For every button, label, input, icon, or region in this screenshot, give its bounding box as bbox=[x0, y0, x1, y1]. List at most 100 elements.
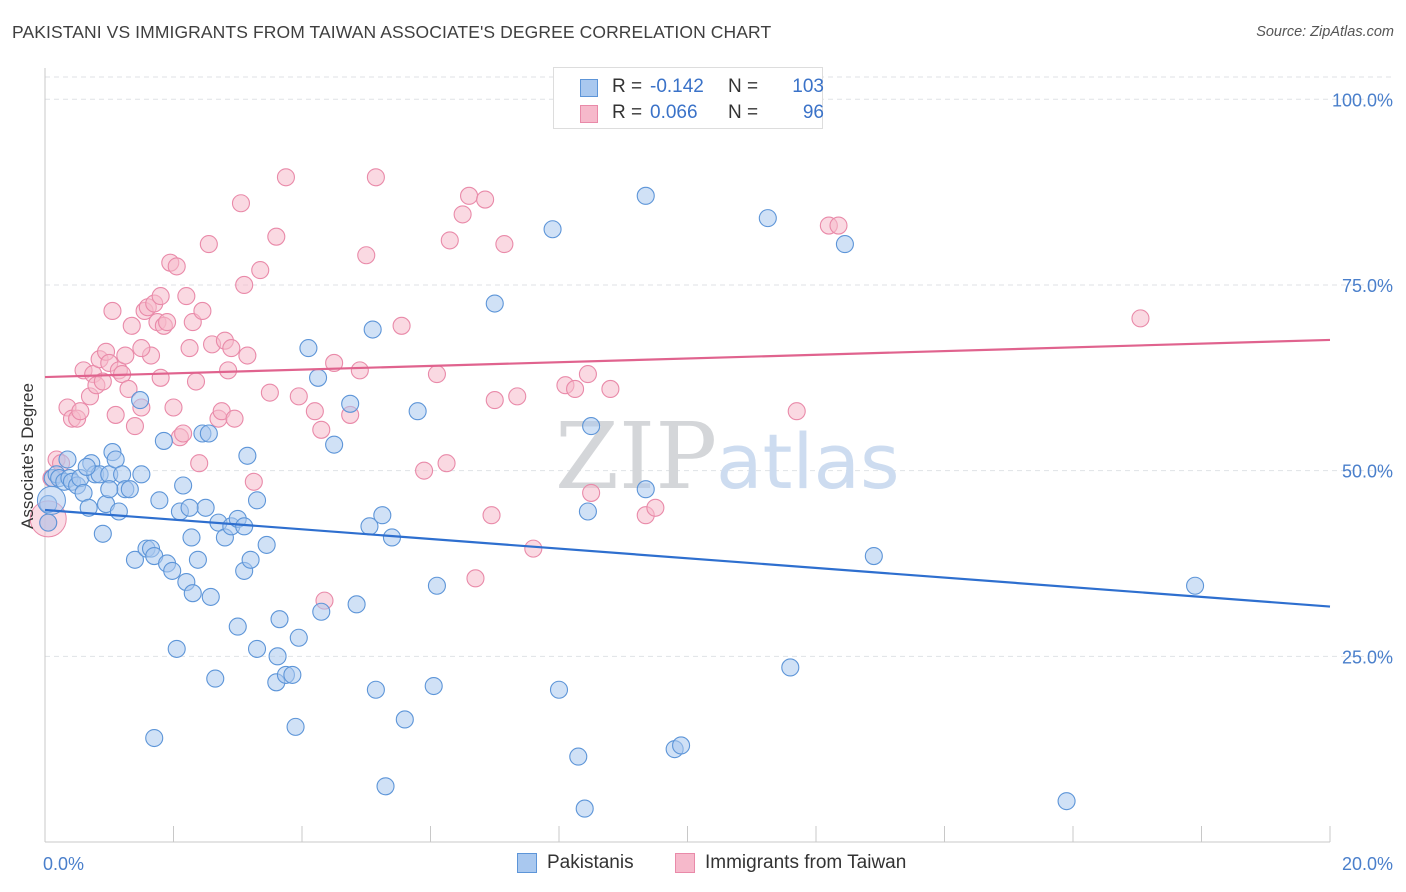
pink-swatch bbox=[580, 105, 598, 123]
stats-legend: R = -0.142 N = 103 R = 0.066 N = 96 bbox=[553, 67, 824, 129]
point-pakistanis bbox=[325, 435, 344, 454]
trend-line-pakistanis bbox=[44, 508, 1331, 608]
point-taiwan bbox=[482, 506, 501, 525]
point-pakistanis bbox=[93, 524, 112, 543]
y-tick-label: 100.0% bbox=[1332, 90, 1393, 110]
point-pakistanis bbox=[781, 658, 800, 677]
point-taiwan bbox=[357, 246, 376, 265]
y-axis-label: Associate's Degree bbox=[18, 383, 37, 529]
point-pakistanis bbox=[758, 209, 777, 228]
cluster-pakistanis bbox=[36, 485, 66, 515]
point-taiwan bbox=[231, 194, 251, 213]
x-tick-label-left: 0.0% bbox=[43, 854, 84, 874]
point-pakistanis bbox=[268, 647, 287, 666]
series-immigrants-from-taiwan bbox=[29, 168, 1150, 610]
point-taiwan bbox=[219, 361, 238, 380]
point-pakistanis bbox=[241, 550, 260, 569]
point-taiwan bbox=[829, 216, 848, 235]
point-pakistanis bbox=[636, 480, 655, 499]
point-taiwan bbox=[119, 379, 138, 398]
n-label: N = bbox=[728, 76, 759, 97]
point-pakistanis bbox=[154, 431, 173, 450]
point-pakistanis bbox=[109, 502, 128, 521]
point-pakistanis bbox=[309, 368, 328, 387]
point-pakistanis bbox=[182, 528, 201, 547]
point-pakistanis bbox=[299, 339, 318, 358]
trend-line-taiwan bbox=[44, 338, 1331, 379]
point-taiwan bbox=[174, 424, 193, 443]
point-taiwan bbox=[437, 454, 456, 473]
pink-swatch bbox=[675, 853, 695, 873]
point-pakistanis bbox=[167, 639, 186, 658]
watermark: ZIP atlas bbox=[555, 403, 900, 510]
point-taiwan bbox=[71, 402, 90, 421]
point-taiwan bbox=[466, 569, 485, 588]
point-pakistanis bbox=[283, 665, 302, 684]
point-pakistanis bbox=[1186, 576, 1205, 595]
point-taiwan bbox=[151, 368, 170, 387]
point-pakistanis bbox=[366, 680, 385, 699]
point-pakistanis bbox=[270, 610, 289, 629]
point-pakistanis bbox=[120, 480, 139, 499]
point-pakistanis bbox=[257, 535, 276, 554]
point-pakistanis bbox=[578, 502, 597, 521]
r-value: -0.142 bbox=[650, 76, 704, 97]
point-taiwan bbox=[453, 205, 472, 224]
point-taiwan bbox=[151, 287, 170, 306]
point-taiwan bbox=[199, 235, 218, 254]
point-taiwan bbox=[787, 402, 806, 421]
point-pakistanis bbox=[58, 450, 77, 469]
point-pakistanis bbox=[549, 680, 569, 699]
point-pakistanis bbox=[228, 617, 247, 636]
blue-swatch bbox=[580, 79, 598, 97]
r-label: R = bbox=[612, 76, 643, 97]
watermark-atlas: atlas bbox=[716, 417, 900, 506]
point-pakistanis bbox=[672, 736, 691, 755]
point-pakistanis bbox=[132, 465, 151, 484]
point-pakistanis bbox=[77, 457, 96, 476]
x-tick-label-right: 20.0% bbox=[1342, 854, 1393, 874]
point-pakistanis bbox=[289, 628, 308, 647]
point-pakistanis bbox=[188, 550, 207, 569]
point-taiwan bbox=[312, 420, 331, 439]
point-taiwan bbox=[325, 353, 344, 372]
point-pakistanis bbox=[575, 799, 594, 818]
point-taiwan bbox=[244, 472, 263, 491]
point-taiwan bbox=[164, 398, 183, 417]
point-taiwan bbox=[392, 316, 411, 335]
tick-labels: 25.0% 50.0% 75.0% 100.0% 0.0% 20.0% bbox=[43, 90, 1393, 874]
point-taiwan bbox=[366, 168, 385, 187]
point-pakistanis bbox=[363, 320, 382, 339]
point-taiwan bbox=[578, 365, 597, 384]
point-pakistanis bbox=[247, 639, 267, 658]
point-taiwan bbox=[508, 387, 527, 406]
point-taiwan bbox=[276, 168, 295, 187]
point-pakistanis bbox=[247, 491, 267, 510]
chart-title: PAKISTANI VS IMMIGRANTS FROM TAIWAN ASSO… bbox=[12, 22, 772, 42]
point-pakistanis bbox=[347, 595, 366, 614]
point-pakistanis bbox=[39, 513, 58, 532]
watermark-zip: ZIP bbox=[555, 403, 717, 510]
point-pakistanis bbox=[206, 669, 225, 688]
source-credit: Source: ZipAtlas.com bbox=[1256, 24, 1394, 40]
blue-swatch bbox=[517, 853, 537, 873]
point-taiwan bbox=[440, 231, 459, 250]
point-taiwan bbox=[103, 301, 122, 321]
point-taiwan bbox=[116, 346, 135, 365]
point-taiwan bbox=[1131, 309, 1150, 328]
point-taiwan bbox=[289, 387, 308, 406]
y-tick-label: 75.0% bbox=[1342, 276, 1393, 296]
point-pakistanis bbox=[376, 777, 395, 796]
point-taiwan bbox=[167, 257, 186, 276]
point-taiwan bbox=[222, 339, 241, 358]
point-pakistanis bbox=[174, 476, 193, 495]
point-pakistanis bbox=[125, 550, 144, 569]
point-taiwan bbox=[177, 287, 196, 306]
point-pakistanis bbox=[201, 587, 220, 606]
point-taiwan bbox=[158, 313, 177, 332]
axes bbox=[44, 68, 1331, 843]
point-taiwan bbox=[122, 316, 141, 335]
point-taiwan bbox=[225, 409, 244, 428]
point-taiwan bbox=[459, 186, 479, 205]
point-pakistanis bbox=[163, 561, 182, 580]
